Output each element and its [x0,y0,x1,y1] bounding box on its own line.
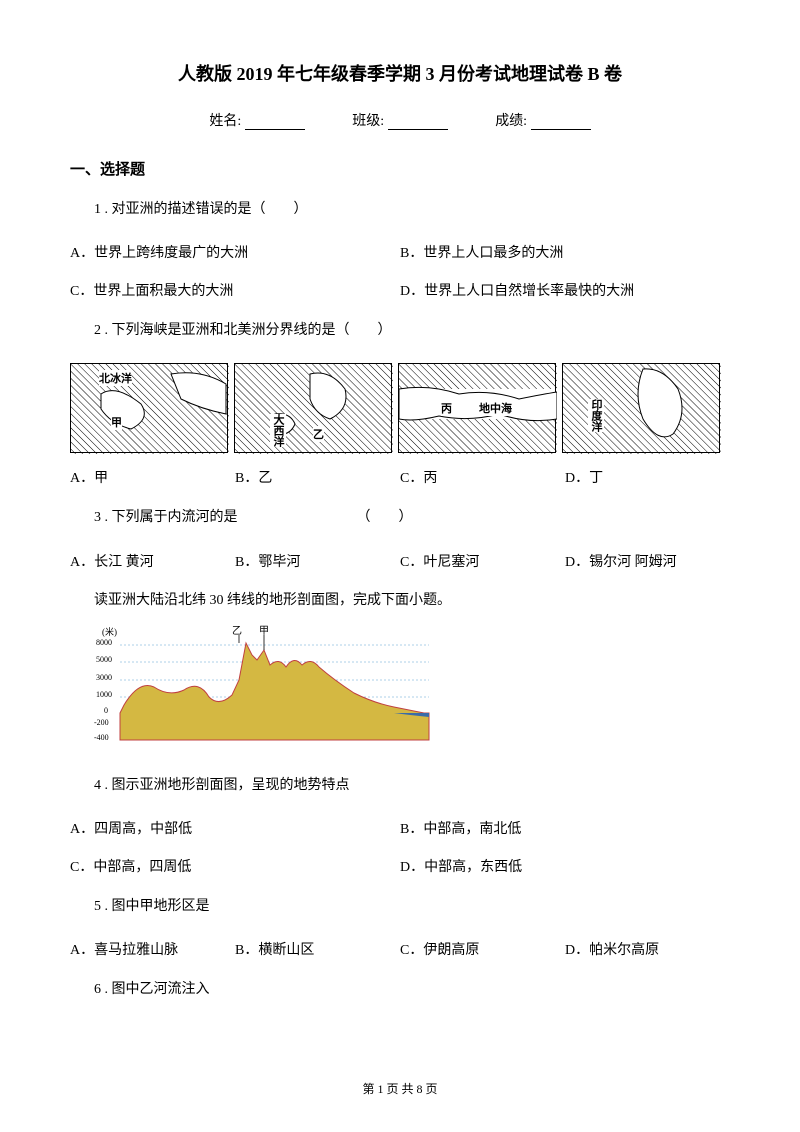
q5-text: 5 . 图中甲地形区是 [70,894,730,919]
q4-b: B．中部高，南北低 [400,818,730,838]
q5-options: A．喜马拉雅山脉 B．横断山区 C．伊朗高原 D．帕米尔高原 [70,939,730,959]
q1-options-2: C．世界上面积最大的大洲 D．世界上人口自然增长率最快的大洲 [70,280,730,300]
q2-d: D．丁 [565,467,730,487]
class-blank[interactable] [388,116,448,130]
q2-c: C．丙 [400,467,565,487]
section-title: 一、选择题 [70,158,730,179]
map-2: 大西洋 乙 [234,363,392,453]
q3-options: A．长江 黄河 B．鄂毕河 C．叶尼塞河 D．锡尔河 阿姆河 [70,551,730,571]
map1-label2: 甲 [111,414,122,430]
q5-a: A．喜马拉雅山脉 [70,939,235,959]
q2-options: A．甲 B．乙 C．丙 D．丁 [70,467,730,487]
svg-text:8000: 8000 [96,638,112,647]
q4-d: D．中部高，东西低 [400,856,730,876]
q1-c: C．世界上面积最大的大洲 [70,280,400,300]
map-4: 印度洋 [562,363,720,453]
map-3: 丙 地中海 [398,363,556,453]
name-blank[interactable] [245,116,305,130]
map3-label2: 地中海 [479,400,512,416]
profile-chart: (米) 8000 5000 3000 1000 0 -200 -400 乙 甲 [94,625,434,755]
q1-b: B．世界上人口最多的大洲 [400,242,730,262]
map2-label1: 大西洋 [270,414,286,447]
svg-text:0: 0 [104,706,108,715]
map4-label1: 印度洋 [588,399,604,432]
q5-d: D．帕米尔高原 [565,939,730,959]
map1-label1: 北冰洋 [99,370,132,386]
page-title: 人教版 2019 年七年级春季学期 3 月份考试地理试卷 B 卷 [70,60,730,86]
q1-text: 1 . 对亚洲的描述错误的是（ ） [70,197,730,222]
q2-b: B．乙 [235,467,400,487]
svg-text:-200: -200 [94,718,109,727]
q2-a: A．甲 [70,467,235,487]
context-1: 读亚洲大陆沿北纬 30 纬线的地形剖面图，完成下面小题。 [70,589,730,609]
q1-a: A．世界上跨纬度最广的大洲 [70,242,400,262]
score-label: 成绩: [495,114,527,129]
q6-text: 6 . 图中乙河流注入 [70,977,730,1002]
q3-text: 3 . 下列属于内流河的是 （ ） [70,505,730,530]
q5-b: B．横断山区 [235,939,400,959]
q3-a: A．长江 黄河 [70,551,235,571]
q3-d: D．锡尔河 阿姆河 [565,551,730,571]
student-info: 姓名: 班级: 成绩: [70,110,730,130]
q5-c: C．伊朗高原 [400,939,565,959]
svg-text:5000: 5000 [96,655,112,664]
svg-text:-400: -400 [94,733,109,742]
svg-text:3000: 3000 [96,673,112,682]
q4-text: 4 . 图示亚洲地形剖面图，呈现的地势特点 [70,773,730,798]
score-blank[interactable] [531,116,591,130]
q3-c: C．叶尼塞河 [400,551,565,571]
page-footer: 第 1 页 共 8 页 [0,1080,800,1097]
q1-options-1: A．世界上跨纬度最广的大洲 B．世界上人口最多的大洲 [70,242,730,262]
chart-ylabel: (米) [102,626,117,637]
q4-options-2: C．中部高，四周低 D．中部高，东西低 [70,856,730,876]
q4-options-1: A．四周高，中部低 B．中部高，南北低 [70,818,730,838]
svg-text:1000: 1000 [96,690,112,699]
name-label: 姓名: [209,114,241,129]
class-label: 班级: [352,114,384,129]
svg-text:乙: 乙 [232,625,242,637]
q2-text: 2 . 下列海峡是亚洲和北美洲分界线的是（ ） [70,318,730,343]
map-1: 北冰洋 甲 [70,363,228,453]
map-images: 北冰洋 甲 大西洋 乙 丙 地中海 印度洋 [70,363,730,453]
q4-c: C．中部高，四周低 [70,856,400,876]
q3-b: B．鄂毕河 [235,551,400,571]
svg-text:甲: 甲 [259,626,269,637]
map3-label1: 丙 [441,400,452,416]
q4-a: A．四周高，中部低 [70,818,400,838]
q1-d: D．世界上人口自然增长率最快的大洲 [400,280,730,300]
map2-label2: 乙 [313,426,324,442]
